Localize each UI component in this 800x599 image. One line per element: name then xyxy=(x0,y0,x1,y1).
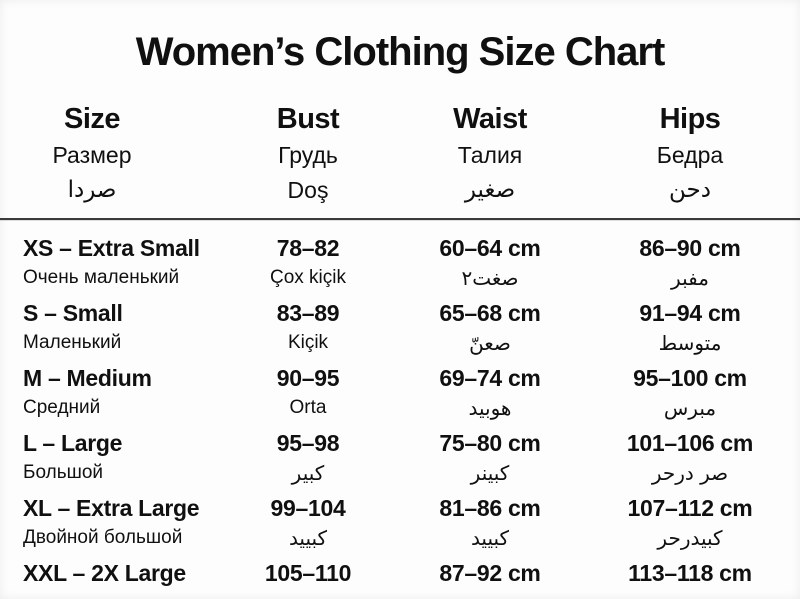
bust-cell: 95–98 كبير xyxy=(212,426,404,486)
table-row-xl: XL – Extra Large Двойной большой 99–104 … xyxy=(0,486,800,551)
waist-subvalue: صعنّ xyxy=(469,331,511,355)
hips-value: 91–94 cm xyxy=(639,300,741,326)
waist-cell: 81–86 cm كبييد xyxy=(404,491,590,551)
table-row-s: S – Small Маленький 83–89 Kiçik 65–68 cm… xyxy=(0,291,800,356)
size-label: XS – Extra Small xyxy=(23,235,200,261)
table-row-m: M – Medium Средний 90–95 Orta 69–74 cm ه… xyxy=(0,356,800,421)
hips-value: 101–106 cm xyxy=(626,430,754,456)
bust-subvalue: Çox kiçik xyxy=(269,267,346,288)
waist-cell: 69–74 cm هوبيد xyxy=(404,361,590,421)
header-bust: Bust Грудь Doş xyxy=(212,100,404,208)
hips-cell: 101–106 cm صر درحر xyxy=(590,426,800,486)
header-hips-en: Hips xyxy=(659,103,721,135)
bust-subvalue: Orta xyxy=(289,397,327,418)
size-cell: XS – Extra Small Очень маленький xyxy=(0,231,212,291)
waist-cell: 60–64 cm صغت٢ xyxy=(404,231,590,291)
bust-value: 78–82 xyxy=(276,235,340,261)
hips-subvalue: صر درحر xyxy=(651,461,729,485)
hips-cell: 113–118 cm xyxy=(590,556,800,599)
waist-value: 81–86 cm xyxy=(439,495,541,521)
size-label: XL – Extra Large xyxy=(23,495,200,521)
size-label: XXL – 2X Large xyxy=(23,560,186,586)
waist-value: 60–64 cm xyxy=(439,235,541,261)
header-waist-ar: صغير xyxy=(464,177,516,203)
size-cell: L – Large Большой xyxy=(0,426,212,486)
table-row-l: L – Large Большой 95–98 كبير 75–80 cm كب… xyxy=(0,421,800,486)
header-divider xyxy=(0,218,800,220)
header-waist-ru: Талия xyxy=(457,142,523,168)
header-bust-az: Doş xyxy=(287,177,329,203)
bust-cell: 83–89 Kiçik xyxy=(212,296,404,356)
size-cell: XL – Extra Large Двойной большой xyxy=(0,491,212,551)
table-header: Size Размер صردا Bust Грудь Doş Waist Та… xyxy=(0,100,800,208)
table-body: XS – Extra Small Очень маленький 78–82 Ç… xyxy=(0,226,800,599)
hips-cell: 91–94 cm متوسط xyxy=(590,296,800,356)
bust-subvalue: كبييد xyxy=(288,526,328,550)
bust-subvalue: كبير xyxy=(291,461,325,485)
size-sublabel: Очень маленький xyxy=(23,267,180,288)
size-sublabel: Двойной большой xyxy=(23,527,183,548)
waist-cell: 75–80 cm كبينر xyxy=(404,426,590,486)
hips-value: 107–112 cm xyxy=(627,495,753,521)
size-cell: M – Medium Средний xyxy=(0,361,212,421)
size-label: L – Large xyxy=(23,430,123,456)
bust-value: 99–104 xyxy=(270,495,346,521)
header-bust-en: Bust xyxy=(276,103,340,135)
size-sublabel: Большой xyxy=(23,462,104,483)
hips-subvalue: كبيدرحر xyxy=(657,526,723,550)
hips-cell: 107–112 cm كبيدرحر xyxy=(590,491,800,551)
hips-subvalue: مفبر xyxy=(671,266,709,290)
page-title: Women’s Clothing Size Chart xyxy=(135,30,666,74)
waist-value: 69–74 cm xyxy=(439,365,541,391)
waist-subvalue: هوبيد xyxy=(468,396,512,420)
waist-cell: 87–92 cm xyxy=(404,556,590,599)
bust-value: 95–98 xyxy=(276,430,340,456)
size-label: S – Small xyxy=(23,300,123,326)
waist-subvalue: كبينر xyxy=(470,461,510,485)
bust-value: 90–95 xyxy=(276,365,340,391)
size-cell: XXL – 2X Large xyxy=(0,556,212,599)
size-sublabel: Маленький xyxy=(23,332,122,353)
waist-cell: 65–68 cm صعنّ xyxy=(404,296,590,356)
size-cell: S – Small Маленький xyxy=(0,296,212,356)
bust-value: 83–89 xyxy=(276,300,340,326)
header-size: Size Размер صردا xyxy=(0,100,212,208)
bust-subvalue: Kiçik xyxy=(287,332,329,353)
waist-subvalue: صغت٢ xyxy=(461,266,519,290)
bust-cell: 90–95 Orta xyxy=(212,361,404,421)
header-size-ar: صردا xyxy=(67,177,117,203)
header-hips-ru: Бедра xyxy=(656,142,724,168)
hips-subvalue: متوسط xyxy=(658,331,722,355)
bust-cell: 99–104 كبييد xyxy=(212,491,404,551)
size-sublabel: Средний xyxy=(23,397,101,418)
table-row-xxl: XXL – 2X Large 105–110 87–92 cm 113–118 … xyxy=(0,551,800,599)
header-waist: Waist Талия صغير xyxy=(404,100,590,208)
waist-value: 87–92 cm xyxy=(439,560,541,586)
header-bust-ru: Грудь xyxy=(278,142,338,168)
table-row-xs: XS – Extra Small Очень маленький 78–82 Ç… xyxy=(0,226,800,291)
size-label: M – Medium xyxy=(23,365,152,391)
bust-value: 105–110 xyxy=(264,560,352,586)
waist-value: 75–80 cm xyxy=(439,430,541,456)
header-hips-ar: دحن xyxy=(669,177,711,203)
header-size-en: Size xyxy=(63,103,121,135)
hips-value: 86–90 cm xyxy=(639,235,741,261)
header-size-ru: Размер xyxy=(52,142,132,168)
waist-subvalue: كبييد xyxy=(470,526,510,550)
header-hips: Hips Бедра دحن xyxy=(590,100,800,208)
header-waist-en: Waist xyxy=(453,103,527,135)
hips-cell: 86–90 cm مفبر xyxy=(590,231,800,291)
hips-subvalue: مبرس xyxy=(663,396,717,420)
waist-value: 65–68 cm xyxy=(439,300,541,326)
hips-cell: 95–100 cm مبرس xyxy=(590,361,800,421)
hips-value: 113–118 cm xyxy=(628,560,752,586)
bust-cell: 78–82 Çox kiçik xyxy=(212,231,404,291)
hips-value: 95–100 cm xyxy=(633,365,747,391)
bust-cell: 105–110 xyxy=(212,556,404,599)
